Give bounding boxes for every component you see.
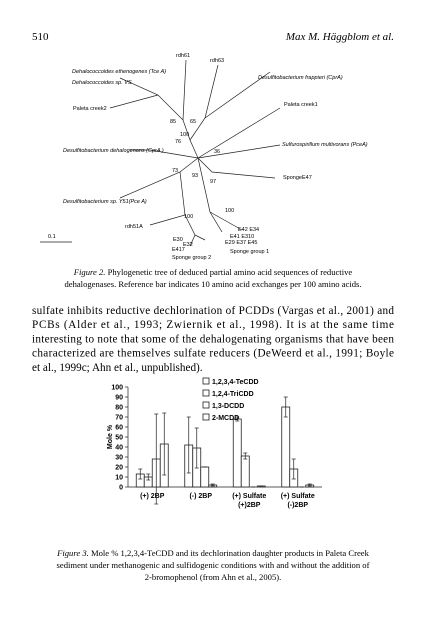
tree-label: Sulfurospirillum multivorans (PceA): [282, 142, 368, 148]
tree-label: E32: [183, 242, 193, 248]
tree-label: E29 E37 E45: [225, 240, 257, 246]
tree-label: 93: [192, 173, 198, 179]
tree-label: 100: [225, 208, 234, 214]
tree-label: Dehalococcoides sp. VS: [72, 80, 132, 86]
y-axis-label: Mole %: [107, 424, 114, 449]
body-text: sulfate inhibits reductive dechlorinatio…: [32, 305, 394, 317]
y-tick-label: 50: [115, 435, 123, 442]
caption: Figure 2. Phylogenetic tree of deduced p…: [73, 267, 353, 277]
tree-label: 97: [210, 179, 216, 185]
y-tick-label: 80: [115, 405, 123, 412]
tree-label: 73: [172, 168, 178, 174]
caption-label: Figure 3.: [56, 548, 89, 558]
bar: [200, 466, 210, 488]
y-tick-label: 70: [115, 415, 123, 422]
y-tick-label: 40: [115, 445, 123, 452]
y-tick-label: 20: [115, 465, 123, 472]
legend-label: 2-MCDD: [212, 415, 239, 422]
tree-label: 65: [190, 119, 196, 125]
tree-label: E30: [173, 237, 183, 243]
tree-label: rdh61: [176, 53, 190, 59]
legend-label: 1,2,4-TriCDD: [212, 391, 254, 398]
body-text: interesting to note that some of the deh…: [32, 333, 394, 345]
legend-swatch: [202, 401, 210, 409]
caption-text: Mole % 1,2,3,4-TeCDD and its dechlorinat…: [91, 548, 370, 558]
legend-label: 1,3-DCDD: [212, 403, 244, 410]
y-tick-label: 60: [115, 425, 123, 432]
caption-text: Phylogenetic tree of deduced partial ami…: [108, 267, 353, 277]
tree-label: Sponge group 1: [230, 249, 269, 255]
bar-chart: 0 10 20 30 40 50 60 70 80 90 100 Mole % (+) 2BP (-) 2…: [107, 377, 322, 509]
tree-label: rdh51A: [125, 224, 143, 230]
tree-label: 0.1: [48, 234, 56, 240]
tree-label: 76: [175, 139, 181, 145]
legend-swatch: [202, 377, 210, 385]
tree-label: Sponge group 2: [172, 255, 211, 261]
x-tick-label: (-) 2BP: [189, 493, 212, 500]
x-tick-label: (+) Sulfate: [232, 493, 266, 500]
x-tick-label: (-)2BP: [287, 502, 308, 509]
bar: [232, 418, 242, 488]
tree-label: E41 E310: [230, 234, 254, 240]
y-tick-label: 10: [115, 475, 123, 482]
caption: 2-bromophenol (from Ahn et al., 2005).: [145, 572, 282, 582]
caption: dehalogenases. Reference bar indicates 1…: [64, 279, 361, 289]
body-text: characterized are themselves sulfate red…: [32, 348, 394, 360]
tree: [40, 59, 281, 247]
y-tick-label: 30: [115, 455, 123, 462]
caption: sediment under methanogenic and sulfidog…: [57, 560, 370, 570]
caption-text: dehalogenases. Reference bar indicates 1…: [64, 279, 361, 289]
tree-label: SpongeE47: [283, 175, 312, 181]
legend-swatch: [202, 413, 210, 421]
y-tick-label: 100: [111, 385, 123, 392]
caption-text: sediment under methanogenic and sulfidog…: [57, 560, 370, 570]
tree-label: Desulfitobacterium frappieri (CprA): [258, 75, 343, 81]
y-tick-label: 0: [119, 485, 123, 492]
tree-label: 85: [170, 119, 176, 125]
legend-swatch: [202, 389, 210, 397]
y-tick-label: 90: [115, 395, 123, 402]
caption-label: Figure 2.: [73, 267, 106, 277]
tree-label: Paleta creek2: [73, 106, 107, 112]
body-text: PCBs (Alder et al., 1993; Zwiernik et al…: [32, 319, 394, 331]
tree-label: Desulfitobacterium dehalogenans (CprA ): [63, 148, 164, 154]
x-tick-label: (+) Sulfate: [281, 493, 315, 500]
tree-label: E42 E34: [238, 227, 259, 233]
tree-label: Desulfitobacterium sp. Y51(Pce A): [63, 199, 147, 205]
bar: [240, 455, 250, 488]
bar: [281, 406, 291, 488]
tree-label: 36: [214, 149, 220, 155]
tree-label: Dehalococcoides ethenogenes (Tce A): [72, 69, 166, 75]
x-tick-label: (+)2BP: [238, 502, 261, 509]
body-text: et al., 1999c; Ahn et al., unpublished).: [32, 362, 203, 374]
caption: Figure 3. Mole % 1,2,3,4-TeCDD and its d…: [56, 548, 369, 558]
running-title: Max M. Häggblom et al.: [285, 31, 394, 43]
tree-label: 100: [180, 132, 189, 138]
tree-label: E417: [172, 247, 185, 253]
legend-label: 1,2,3,4-TeCDD: [212, 379, 259, 386]
x-tick-label: (+) 2BP: [140, 493, 165, 500]
caption-text: 2-bromophenol (from Ahn et al., 2005).: [145, 572, 282, 582]
page-number: 510: [32, 31, 49, 43]
tree-label: Paleta creek1: [284, 102, 318, 108]
tree-label: rdh63: [210, 58, 224, 64]
tree-label: 100: [184, 214, 193, 220]
